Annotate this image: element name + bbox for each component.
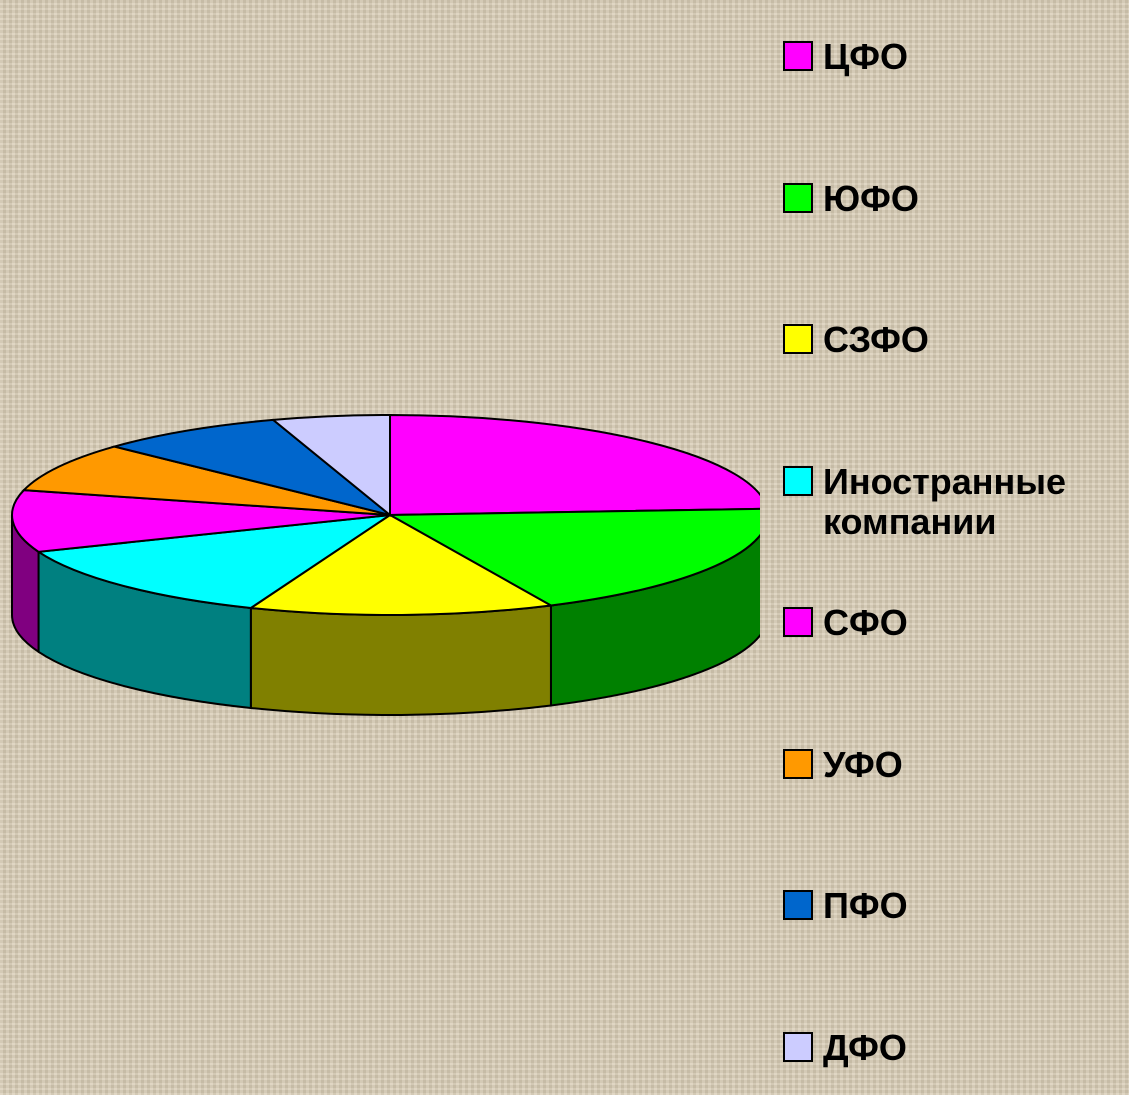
legend-label: ДФО (823, 1026, 907, 1068)
legend-item: ЦФО (783, 37, 1123, 77)
legend-item: Иностранные компании (783, 460, 1123, 542)
legend-item: СЗФО (783, 320, 1123, 360)
pie-slice (11, 489, 391, 553)
legend-item: ДФО (783, 1026, 1123, 1068)
pie-slice (35, 514, 391, 610)
legend-swatch (783, 182, 813, 213)
legend-swatch (783, 890, 813, 920)
legend-item: ПФО (783, 886, 1123, 926)
pie (11, 413, 760, 716)
pie-slice (110, 418, 391, 516)
legend-label: СЗФО (823, 319, 929, 360)
legend-item: СФО (783, 603, 1123, 643)
legend-swatch (783, 1031, 813, 1062)
legend-label: УФО (823, 743, 903, 785)
pie-slice (270, 413, 391, 518)
legend-label: Иностранные компании (823, 460, 1067, 542)
legend-label: ЮФО (823, 177, 919, 219)
pie-slice (389, 413, 760, 517)
pie-side (249, 604, 552, 716)
legend-swatch (783, 748, 813, 779)
legend-label: ПФО (823, 885, 908, 926)
legend-item: ЮФО (783, 177, 1123, 219)
pie-slice (247, 513, 555, 616)
legend-label: СФО (823, 602, 908, 643)
legend-swatch (783, 41, 813, 71)
pie-slice (21, 445, 391, 516)
legend-label: ЦФО (823, 36, 909, 77)
legend-swatch (783, 465, 813, 496)
legend-swatch (783, 324, 813, 354)
pie-slice (386, 507, 760, 607)
legend-swatch (783, 607, 813, 637)
legend-item: УФО (783, 743, 1123, 785)
